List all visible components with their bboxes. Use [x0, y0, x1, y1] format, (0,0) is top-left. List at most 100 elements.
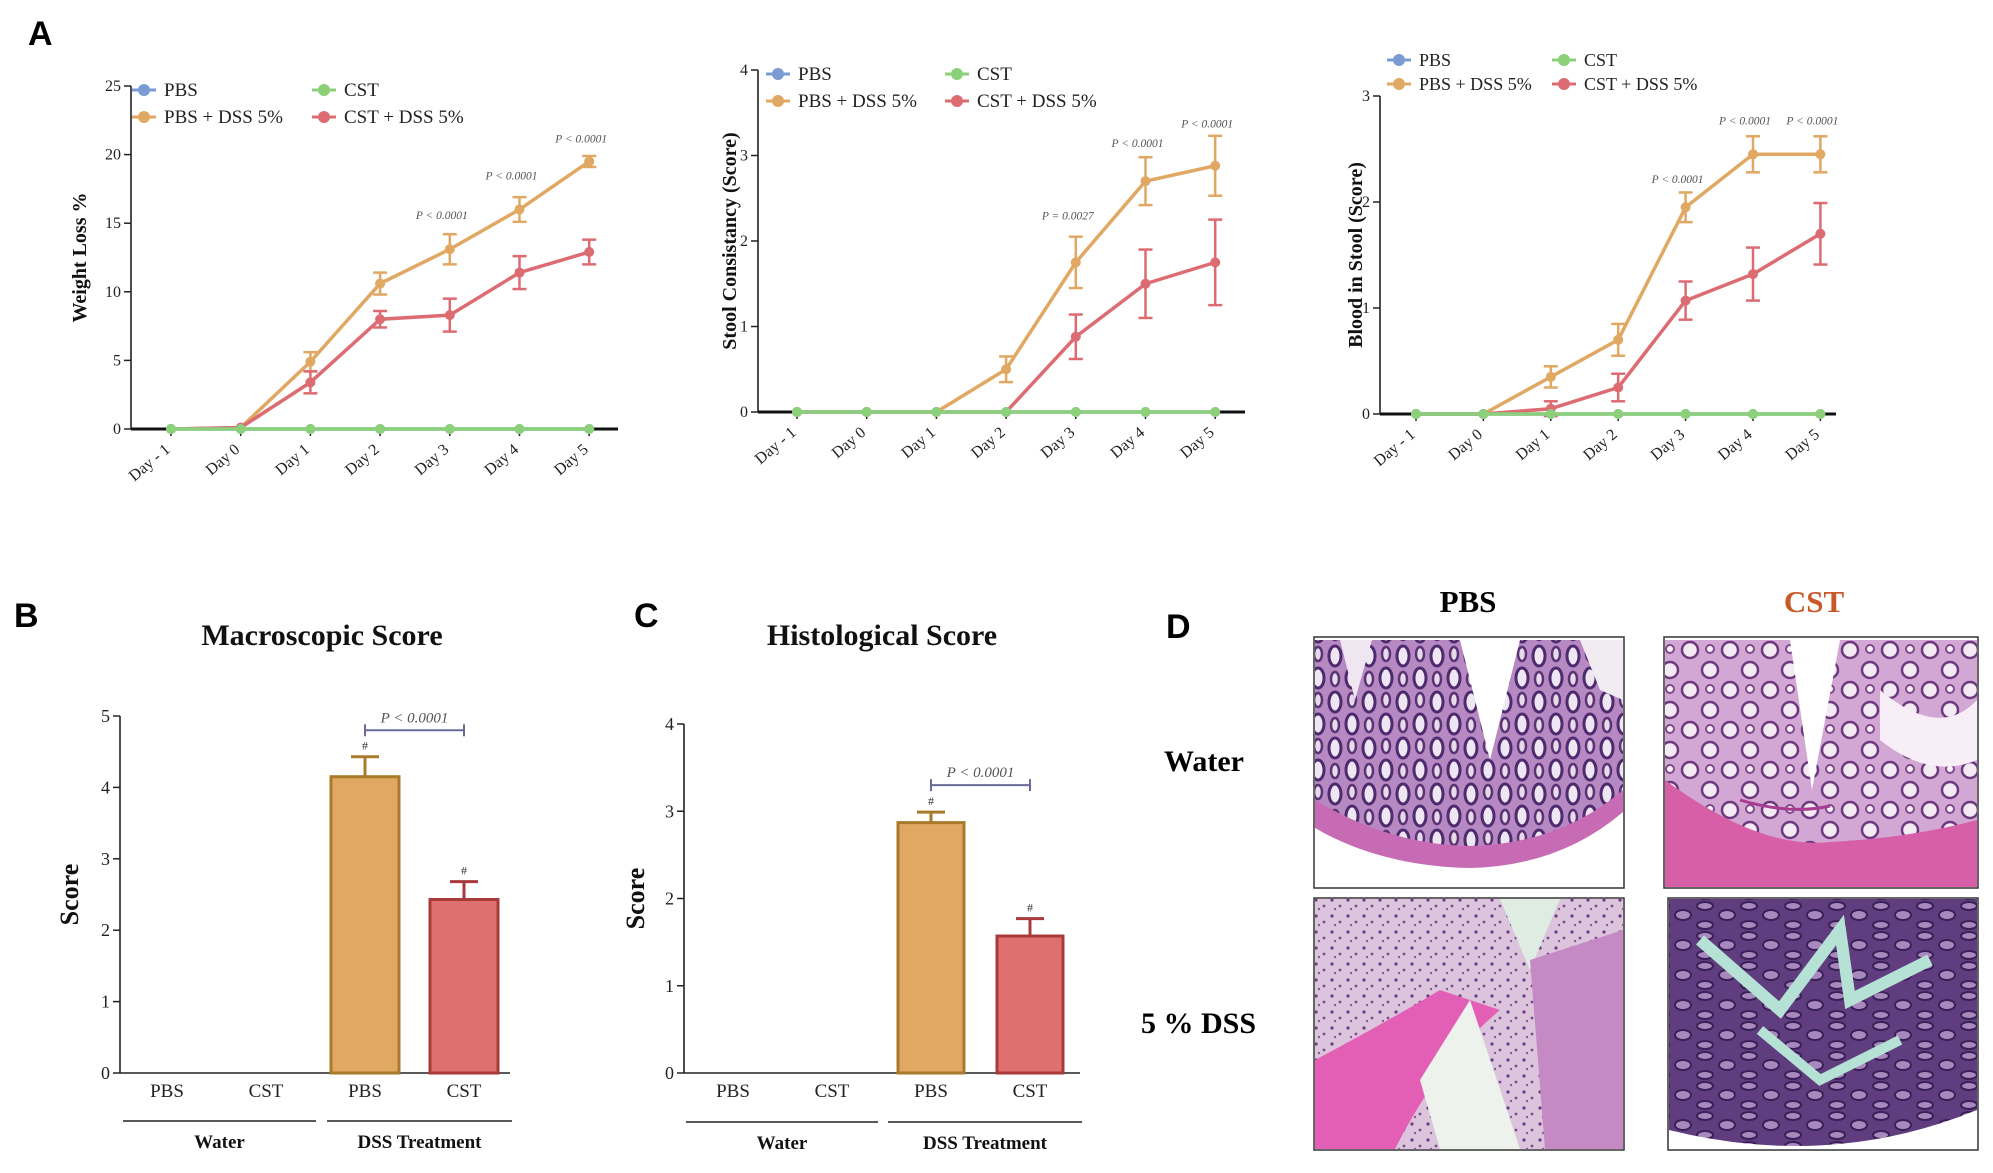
- legend-label: PBS + DSS 5%: [798, 91, 917, 112]
- x-tick-label: Day 4: [1108, 424, 1149, 462]
- significance-mark: #: [362, 739, 368, 753]
- legend-swatch-marker: [1558, 78, 1570, 90]
- legend-item: CST + DSS 5%: [945, 91, 1097, 112]
- x-tick-label: Day 3: [1038, 424, 1079, 462]
- group-label: DSS Treatment: [923, 1133, 1048, 1154]
- data-point: [1001, 407, 1012, 417]
- legend-item: CST: [945, 64, 1012, 85]
- series-cst-dss-5-: [166, 238, 597, 434]
- legend-label: PBS: [798, 64, 832, 85]
- x-category-label: PBS: [914, 1081, 948, 1102]
- legend-item: PBS + DSS 5%: [766, 91, 917, 112]
- data-point: [1140, 278, 1151, 289]
- data-point: [1613, 382, 1624, 393]
- bracket-p-value: P < 0.0001: [380, 710, 449, 726]
- legend-label: CST: [977, 64, 1012, 85]
- legend-swatch-marker: [951, 95, 963, 107]
- data-point: [1478, 409, 1489, 419]
- group-label: Water: [757, 1133, 808, 1154]
- y-tick-label: 0: [113, 421, 121, 438]
- histology-row-water: Water: [1164, 745, 1244, 778]
- legend-swatch-marker: [138, 111, 150, 123]
- data-point: [1748, 269, 1758, 280]
- histology-row-dss: 5 % DSS: [1141, 1007, 1256, 1040]
- data-point: [375, 278, 386, 289]
- y-tick-label: 0: [740, 404, 748, 421]
- data-point: [1411, 409, 1421, 419]
- y-tick-label: 3: [1362, 88, 1370, 105]
- legend-swatch-marker: [772, 95, 784, 107]
- y-tick-label: 2: [740, 233, 748, 250]
- x-category-label: PBS: [150, 1081, 184, 1102]
- y-tick-label: 25: [105, 78, 121, 95]
- data-point: [305, 356, 316, 367]
- data-point: [1748, 149, 1758, 160]
- y-tick-label: 3: [740, 148, 748, 165]
- data-point: [1070, 331, 1081, 342]
- y-tick-label: 4: [101, 777, 110, 797]
- bar: [995, 934, 1065, 1075]
- legend-item: CST + DSS 5%: [1552, 74, 1697, 94]
- y-tick-label: 1: [101, 992, 110, 1012]
- histology-col-cst: CST: [1784, 584, 1845, 619]
- data-point: [235, 424, 246, 434]
- data-point: [514, 204, 525, 215]
- y-tick-label: 5: [113, 352, 121, 369]
- data-point: [792, 407, 802, 417]
- legend-label: CST + DSS 5%: [1584, 74, 1697, 94]
- x-tick-label: Day - 1: [752, 424, 800, 468]
- data-point: [1613, 334, 1624, 345]
- y-tick-label: 1: [740, 319, 748, 336]
- y-tick-label: 4: [665, 714, 674, 734]
- y-tick-label: 2: [1362, 194, 1370, 211]
- y-tick-label: 0: [665, 1063, 674, 1083]
- x-category-label: CST: [815, 1081, 850, 1102]
- series-pbs-dss-5-: [166, 154, 597, 434]
- data-point: [1815, 149, 1826, 160]
- x-category-label: PBS: [348, 1081, 382, 1102]
- data-point: [444, 310, 455, 321]
- x-tick-label: Day 1: [1513, 426, 1554, 464]
- data-point: [1613, 409, 1624, 419]
- p-value-annotation: P < 0.0001: [1718, 116, 1771, 128]
- data-point: [375, 424, 386, 434]
- data-point: [1140, 407, 1151, 417]
- legend-item: CST: [312, 80, 379, 101]
- y-axis-label: Score: [55, 864, 84, 926]
- x-tick-label: Day 0: [203, 441, 244, 479]
- y-axis-label: Stool Consistancy (Score): [719, 132, 741, 349]
- legend-label: CST + DSS 5%: [977, 91, 1097, 112]
- data-point: [584, 424, 595, 434]
- x-tick-label: Day 1: [898, 424, 939, 462]
- x-tick-label: Day - 1: [1371, 426, 1419, 470]
- data-point: [444, 244, 455, 255]
- y-tick-label: 10: [105, 284, 121, 301]
- series-cst-dss-5-: [792, 218, 1223, 417]
- legend-label: PBS: [164, 80, 198, 101]
- x-tick-label: Day 0: [829, 424, 870, 462]
- legend-swatch-marker: [1393, 78, 1405, 90]
- legend-item: PBS: [1387, 50, 1451, 70]
- x-tick-label: Day 5: [1782, 426, 1823, 464]
- p-value-annotation: P < 0.0001: [485, 170, 538, 182]
- x-tick-label: Day - 1: [126, 441, 174, 485]
- legend-swatch-marker: [318, 84, 330, 96]
- data-point: [1680, 202, 1691, 213]
- p-value-annotation: P < 0.0001: [1785, 116, 1838, 128]
- x-category-label: CST: [447, 1081, 482, 1102]
- p-value-annotation: P < 0.0001: [415, 210, 468, 222]
- series-pbs-dss-5-: [792, 134, 1223, 417]
- legend-label: PBS: [1419, 50, 1451, 70]
- bracket-p-value: P < 0.0001: [946, 765, 1015, 781]
- data-point: [1680, 295, 1691, 306]
- x-category-label: CST: [1013, 1081, 1048, 1102]
- data-point: [1815, 228, 1826, 239]
- legend-item: CST + DSS 5%: [312, 107, 464, 128]
- significance-mark: #: [1027, 901, 1033, 915]
- legend-label: CST: [1584, 50, 1617, 70]
- y-tick-label: 1: [665, 976, 674, 996]
- group-label: Water: [194, 1132, 245, 1153]
- data-point: [1545, 371, 1556, 382]
- y-tick-label: 5: [101, 706, 110, 726]
